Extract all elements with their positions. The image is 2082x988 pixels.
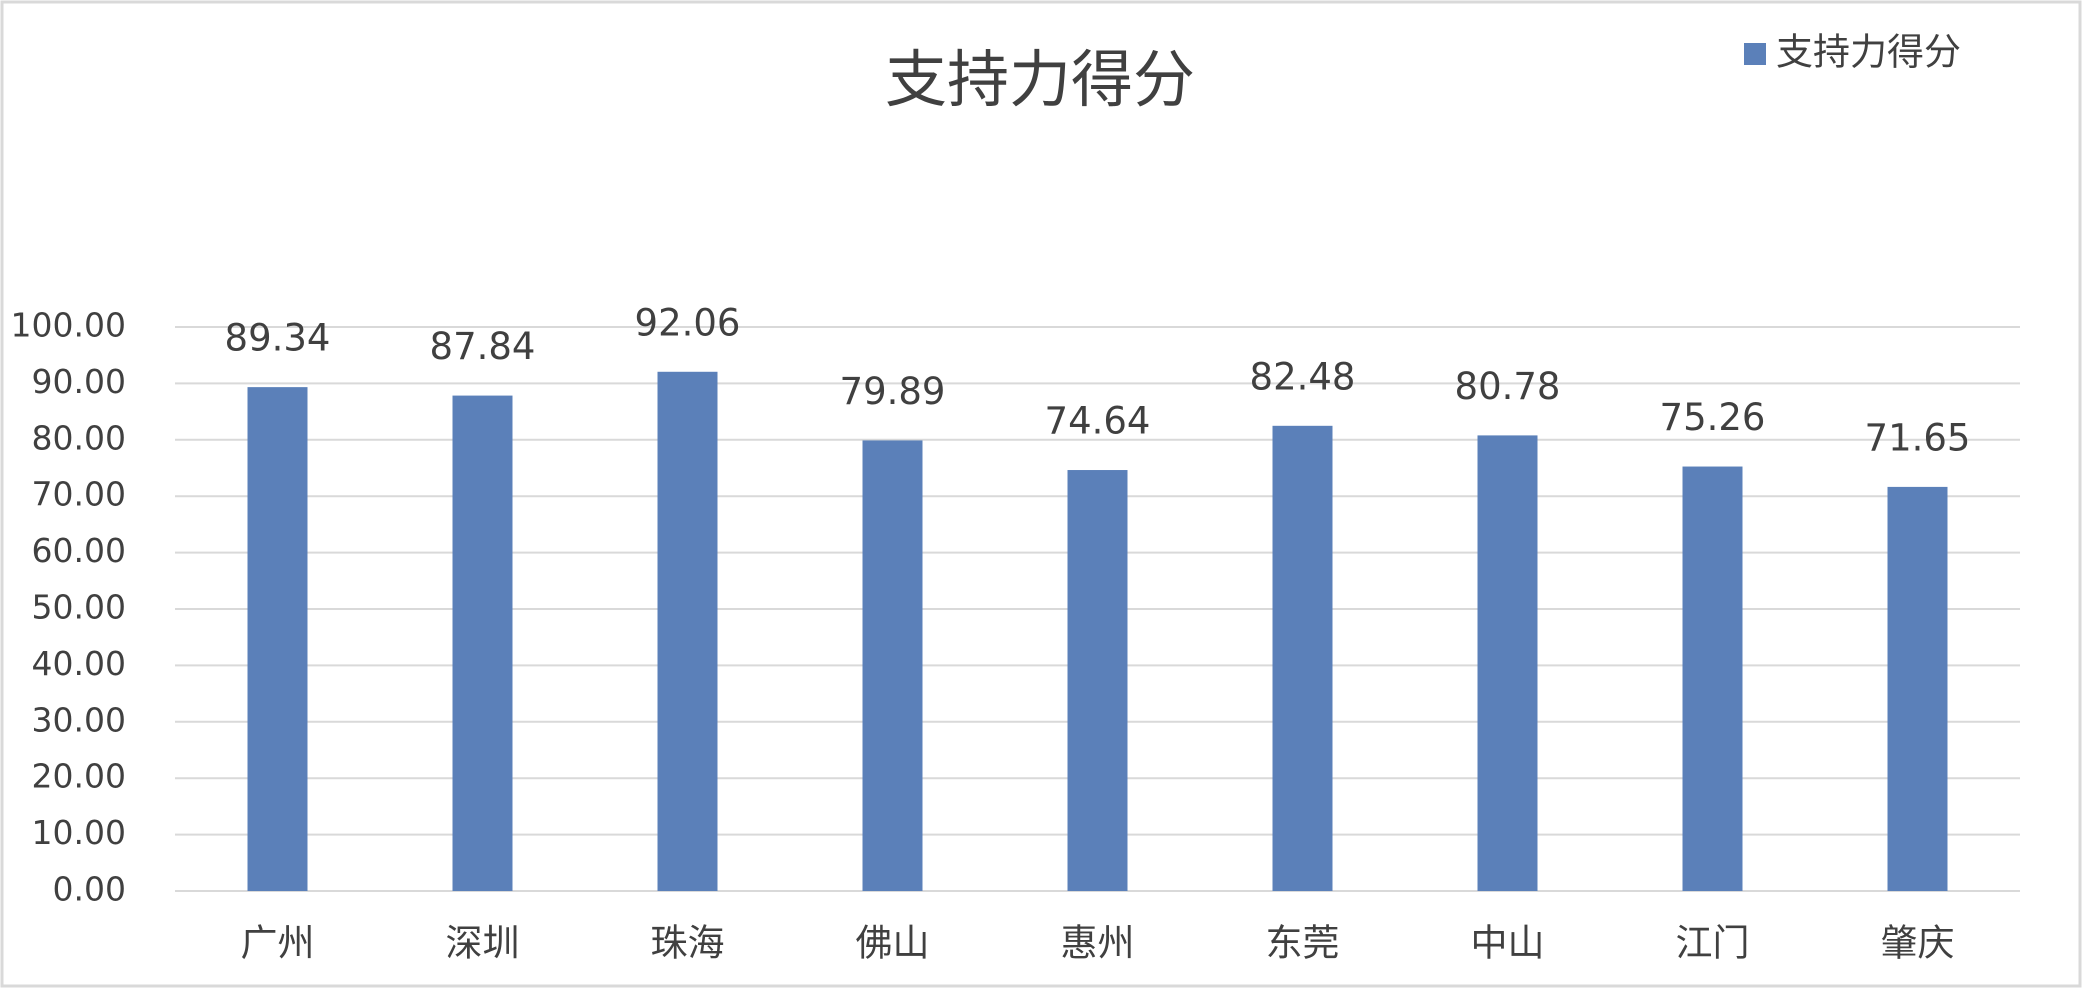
y-tick-label: 30.00 <box>32 700 126 739</box>
value-label: 79.89 <box>840 370 946 413</box>
x-tick-label: 肇庆 <box>1881 922 1955 965</box>
y-tick-label: 10.00 <box>32 813 126 852</box>
y-tick-label: 90.00 <box>32 362 126 401</box>
x-tick-label: 广州 <box>241 922 315 965</box>
x-tick-label: 江门 <box>1676 922 1750 965</box>
x-tick-label: 东莞 <box>1266 922 1340 965</box>
y-tick-label: 20.00 <box>32 757 126 796</box>
legend-swatch <box>1744 43 1766 65</box>
bar <box>247 387 308 891</box>
x-tick-label: 珠海 <box>651 922 725 965</box>
x-tick-label: 佛山 <box>856 922 930 965</box>
y-tick-label: 80.00 <box>32 418 126 457</box>
y-tick-label: 100.00 <box>11 306 126 345</box>
value-label: 89.34 <box>225 317 331 360</box>
value-label: 80.78 <box>1455 365 1561 408</box>
x-tick-label: 惠州 <box>1061 922 1135 965</box>
bar <box>657 371 718 891</box>
x-tick-label: 深圳 <box>446 922 520 965</box>
y-tick-label: 70.00 <box>32 475 126 514</box>
y-tick-label: 40.00 <box>32 644 126 683</box>
bar <box>862 440 923 891</box>
value-label: 71.65 <box>1865 416 1971 459</box>
bar <box>1272 425 1333 891</box>
x-tick-label: 中山 <box>1471 922 1545 965</box>
value-label: 74.64 <box>1045 400 1151 443</box>
value-label: 92.06 <box>635 301 741 344</box>
bar <box>1067 470 1128 891</box>
value-label: 82.48 <box>1250 355 1356 398</box>
y-tick-label: 0.00 <box>53 870 126 909</box>
chart-title: 支持力得分 <box>885 43 1195 116</box>
bar <box>452 395 513 891</box>
value-label: 75.26 <box>1660 396 1766 439</box>
bar <box>1887 486 1948 891</box>
bar <box>1682 466 1743 891</box>
value-label: 87.84 <box>430 325 536 368</box>
legend-label: 支持力得分 <box>1776 31 1961 74</box>
y-tick-label: 50.00 <box>32 588 126 627</box>
y-tick-label: 60.00 <box>32 531 126 570</box>
bar <box>1477 435 1538 891</box>
